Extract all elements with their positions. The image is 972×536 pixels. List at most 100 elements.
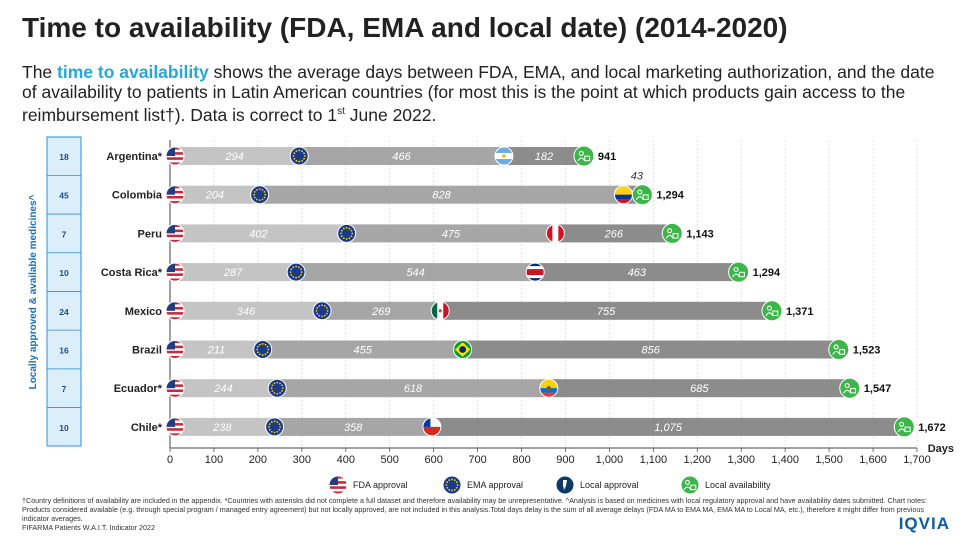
flag-field — [253, 340, 272, 359]
flag-field — [287, 263, 306, 282]
x-tick-label: 1,400 — [771, 454, 799, 466]
medicine-box — [839, 349, 846, 355]
flag-star — [281, 387, 284, 390]
flag-rim — [289, 146, 309, 166]
flag-field — [268, 379, 287, 398]
medicine-box — [584, 155, 591, 162]
x-tick-label: 0 — [167, 454, 173, 466]
flag-star — [273, 392, 276, 394]
flag-star — [276, 421, 279, 423]
medicine-count: 7 — [62, 384, 67, 394]
flag-canton — [166, 301, 175, 311]
flag-canton — [166, 224, 175, 234]
flag-star — [292, 276, 295, 278]
flag-rim — [453, 340, 473, 359]
flag-star — [270, 430, 273, 433]
segment-label: 618 — [404, 383, 423, 395]
local-availability-icon — [573, 145, 595, 167]
x-tick-label: 700 — [468, 454, 486, 466]
flag-star — [264, 193, 267, 196]
usa-flag-icon — [165, 378, 185, 398]
flag-star — [340, 235, 343, 238]
argentina-flag-icon — [494, 146, 514, 166]
flag-star — [281, 384, 283, 387]
iqvia-logo: IQVIA — [898, 514, 950, 533]
flag-star — [300, 273, 302, 276]
flag-star — [295, 276, 298, 279]
total-label: 941 — [598, 151, 616, 163]
flag-stripe — [166, 433, 184, 436]
flag-star — [348, 227, 351, 230]
country-label: Mexico — [125, 306, 163, 318]
flag-field — [313, 301, 332, 320]
x-tick-label: 1,300 — [727, 454, 755, 466]
footnote: †Country definitions of availability are… — [22, 496, 952, 532]
local-availability-icon — [893, 416, 915, 438]
flag-star — [301, 159, 303, 162]
flag-star — [295, 265, 298, 268]
flag-body — [166, 301, 184, 320]
segment-label: 43 — [631, 171, 644, 183]
segment-label: 455 — [354, 345, 373, 357]
subtitle-post2: June 2022. — [344, 104, 437, 125]
flag-body — [494, 147, 513, 165]
flag-star — [264, 353, 267, 356]
segment-label: 755 — [597, 306, 616, 318]
bar-segment — [170, 417, 275, 436]
x-tick-label: 400 — [337, 454, 355, 466]
flag-body — [614, 185, 633, 204]
flag-star — [298, 276, 300, 278]
flag-body — [253, 340, 272, 359]
flag-stripe — [166, 430, 184, 434]
bar-segment — [555, 224, 673, 243]
availability-badge — [828, 339, 850, 360]
flag-canton — [166, 417, 175, 427]
segment-label: 211 — [207, 345, 226, 357]
flag-star — [303, 152, 305, 155]
country-row-brazil: 16 Brazil 211 455 856 1,523 — [47, 339, 880, 370]
flag-stripe — [166, 270, 184, 274]
flag-body — [166, 147, 184, 165]
flag-star — [264, 343, 267, 346]
segment-label: 238 — [212, 422, 232, 434]
eu-flag-icon — [312, 301, 332, 321]
flag-star — [292, 266, 295, 269]
flag-star — [318, 305, 321, 307]
flag-star — [270, 387, 273, 390]
flag-field — [250, 185, 269, 204]
availability-badge — [761, 300, 783, 322]
flag-emblem — [546, 385, 552, 391]
flag-band — [422, 417, 441, 427]
flag-canton — [422, 417, 431, 427]
flag-stripe — [166, 312, 184, 315]
eu-flag-icon — [265, 417, 285, 437]
flag-body — [539, 379, 558, 398]
flag-band — [431, 301, 438, 320]
flag-rim — [165, 417, 185, 437]
x-tick-label: 200 — [249, 454, 267, 466]
flag-band — [539, 392, 558, 398]
flag-stripe — [166, 317, 184, 320]
flag-star — [350, 229, 353, 232]
bar-segment — [322, 301, 441, 320]
medicine-count: 24 — [59, 307, 69, 317]
legend-label: Local approval — [580, 480, 639, 490]
flag-star — [261, 343, 264, 345]
flag-star — [278, 423, 281, 426]
flag-band — [558, 224, 565, 243]
eu-flag-icon — [337, 223, 357, 243]
flag-rim — [165, 378, 185, 398]
total-label: 1,547 — [864, 383, 892, 395]
flag-band — [443, 301, 450, 320]
medicine-box — [690, 484, 697, 491]
flag-star — [266, 345, 269, 348]
flag-star — [303, 155, 306, 157]
usa-flag-icon — [165, 223, 185, 243]
flag-star — [455, 486, 458, 489]
segment-label: 204 — [205, 190, 224, 202]
segment-label: 346 — [237, 306, 256, 318]
medicine-box — [850, 387, 857, 394]
flag-emblem — [438, 309, 442, 313]
flag-stripe — [166, 157, 184, 161]
eu-flag-icon — [286, 262, 306, 282]
